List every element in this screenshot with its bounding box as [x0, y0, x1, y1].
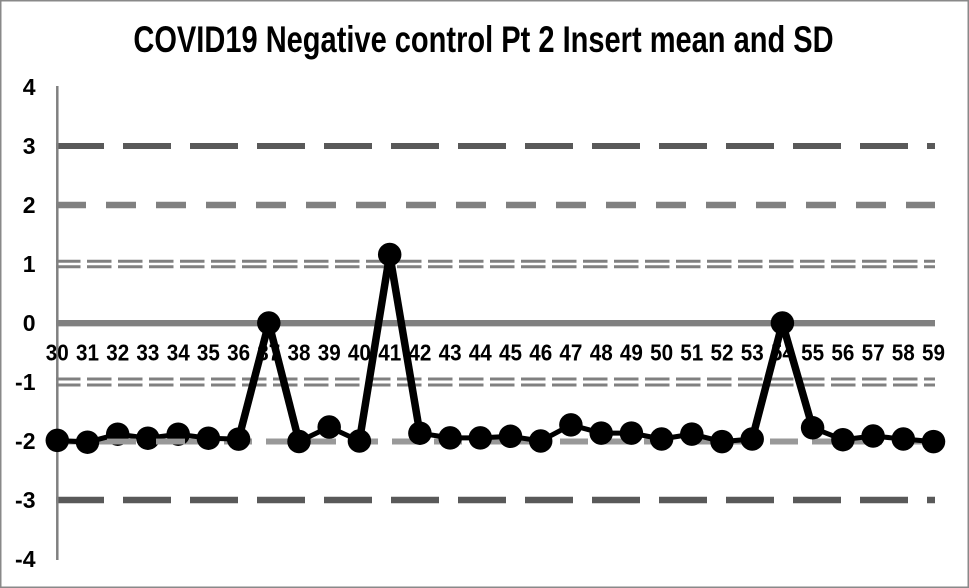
svg-text:57: 57: [862, 339, 885, 366]
svg-text:-3: -3: [15, 487, 35, 513]
svg-text:34: 34: [167, 339, 191, 366]
svg-text:53: 53: [741, 339, 764, 366]
svg-text:43: 43: [439, 339, 462, 366]
svg-text:46: 46: [529, 339, 552, 366]
svg-text:32: 32: [106, 339, 129, 366]
svg-text:52: 52: [710, 339, 733, 366]
svg-text:30: 30: [46, 339, 69, 366]
svg-text:31: 31: [76, 339, 99, 366]
svg-text:59: 59: [922, 339, 945, 366]
svg-text:47: 47: [559, 339, 582, 366]
svg-text:COVID19 Negative control Pt 2: COVID19 Negative control Pt 2 Insert mea…: [133, 20, 833, 61]
svg-text:50: 50: [650, 339, 673, 366]
svg-text:-1: -1: [15, 369, 36, 395]
svg-text:36: 36: [227, 339, 250, 366]
svg-text:44: 44: [469, 339, 493, 366]
svg-text:56: 56: [831, 339, 854, 366]
svg-text:-2: -2: [15, 428, 35, 454]
svg-text:55: 55: [801, 339, 824, 366]
svg-text:41: 41: [378, 339, 401, 366]
svg-text:48: 48: [590, 339, 613, 366]
svg-text:2: 2: [23, 192, 36, 218]
svg-text:4: 4: [23, 74, 36, 100]
svg-text:39: 39: [318, 339, 341, 366]
svg-text:51: 51: [680, 339, 703, 366]
svg-text:0: 0: [23, 310, 36, 336]
svg-text:40: 40: [348, 339, 371, 366]
svg-text:3: 3: [23, 133, 36, 159]
svg-text:35: 35: [197, 339, 220, 366]
svg-text:33: 33: [136, 339, 159, 366]
svg-text:1: 1: [23, 251, 36, 277]
svg-text:45: 45: [499, 339, 522, 366]
svg-text:-4: -4: [15, 546, 36, 572]
svg-text:49: 49: [620, 339, 643, 366]
svg-text:42: 42: [408, 339, 431, 366]
svg-text:38: 38: [287, 339, 310, 366]
svg-text:58: 58: [892, 339, 915, 366]
